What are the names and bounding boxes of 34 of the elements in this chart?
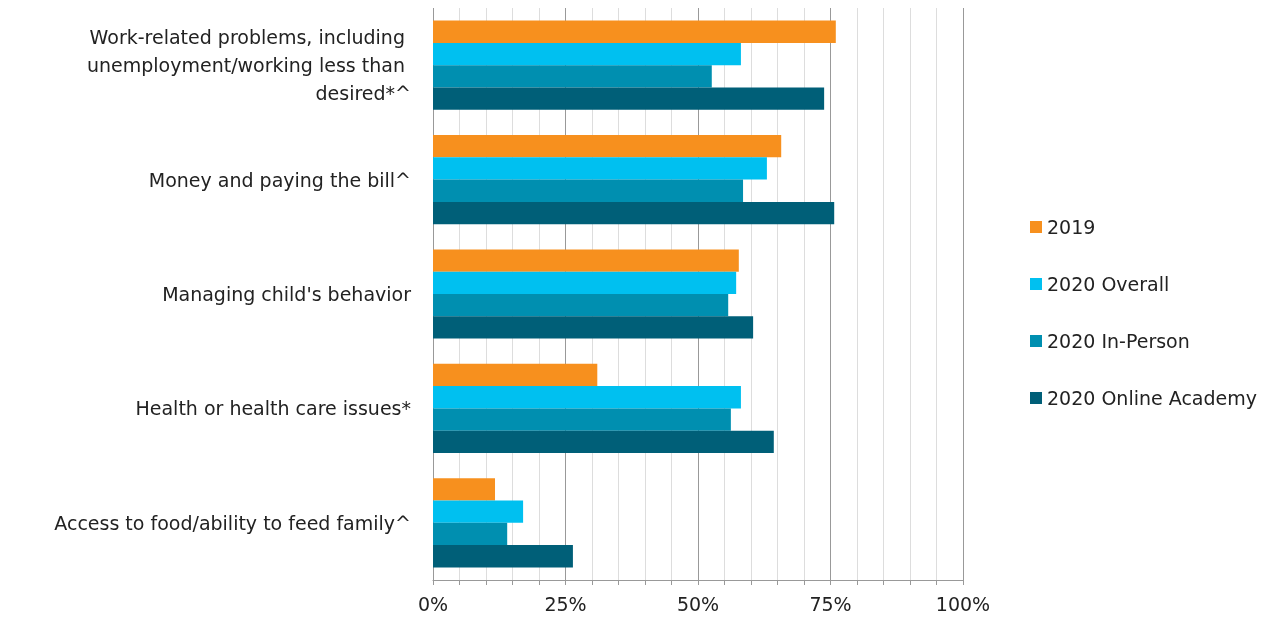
y-tick-label: Health or health care issues* <box>135 397 411 420</box>
bar <box>433 316 754 339</box>
bar <box>433 179 744 202</box>
bar <box>433 134 782 158</box>
bar <box>433 20 836 43</box>
bar <box>433 408 731 431</box>
x-tick-label: 0% <box>417 592 449 615</box>
bar <box>433 363 598 387</box>
legend-label: 2019 <box>1047 216 1096 238</box>
bar <box>433 545 573 568</box>
x-tick-label: 75% <box>809 592 852 615</box>
bar <box>433 500 524 523</box>
y-tick-label: Managing child's behavior <box>162 283 412 305</box>
x-tick-label: 25% <box>544 592 587 615</box>
y-tick-label: Access to food/ability to feed family^ <box>54 511 411 534</box>
legend-label: 2020 In-Person <box>1047 330 1190 352</box>
bar <box>433 42 741 66</box>
bar <box>433 157 767 180</box>
legend-label: 2020 Online Academy <box>1047 387 1258 409</box>
bar <box>433 522 508 546</box>
bar <box>433 478 496 501</box>
bar <box>433 249 739 272</box>
bar <box>433 294 729 317</box>
y-tick-label: Money and paying the bill^ <box>148 168 411 191</box>
bar <box>433 271 737 294</box>
bar <box>433 386 741 409</box>
legend-label: 2020 Overall <box>1047 273 1170 295</box>
bar <box>433 201 835 225</box>
bar <box>433 430 774 454</box>
x-tick-label: 100% <box>935 592 991 615</box>
bar <box>433 65 712 88</box>
y-tick-label: Work-related problems, including unemployment/working less than desired*^ <box>86 26 411 105</box>
bar <box>433 87 825 110</box>
x-tick-label: 50% <box>676 592 720 615</box>
